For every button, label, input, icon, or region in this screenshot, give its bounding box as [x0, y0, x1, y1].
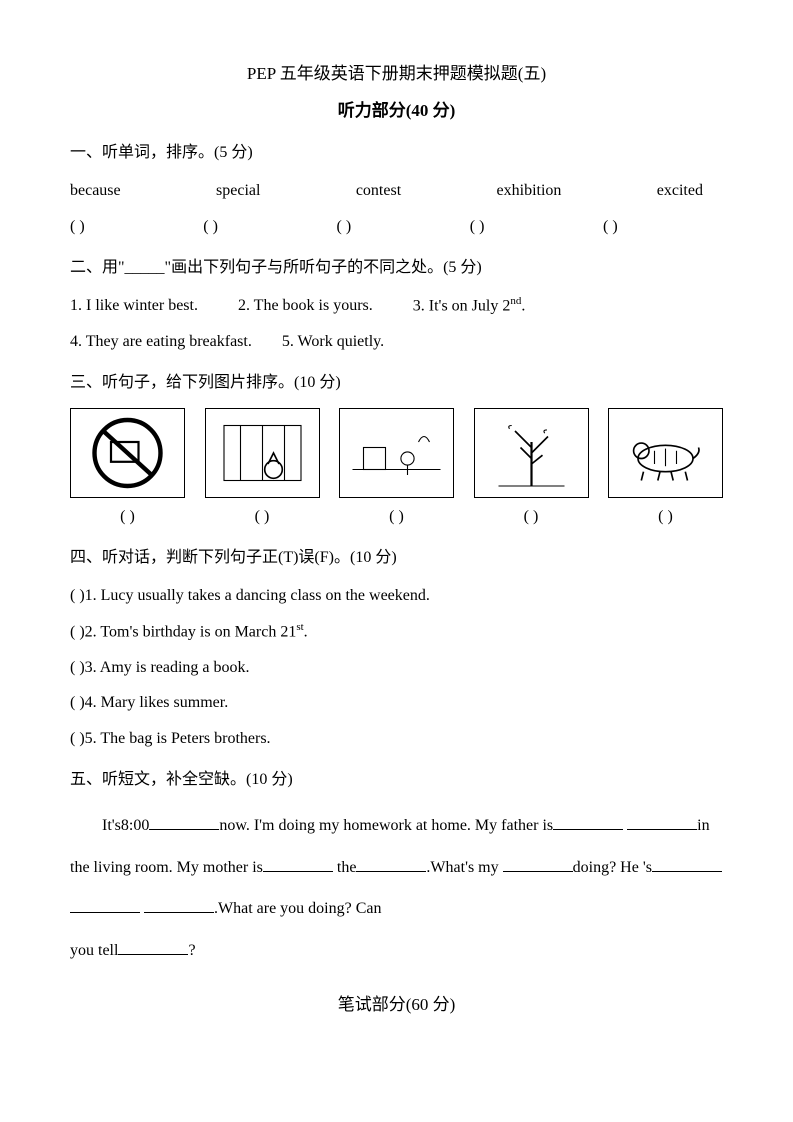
- listening-section-header: 听力部分(40 分): [70, 97, 723, 124]
- paren-blank: ( ): [337, 214, 437, 240]
- section1-header: 一、听单词，排序。(5 分): [70, 140, 723, 166]
- paren-blank: ( ): [70, 504, 185, 530]
- word-item: because: [70, 178, 121, 204]
- tf-item: ( )2. Tom's birthday is on March 21st.: [70, 619, 723, 645]
- picture-tree-icon: [474, 408, 589, 498]
- writing-section-header: 笔试部分(60 分): [70, 991, 723, 1018]
- page-title: PEP 五年级英语下册期末押题模拟题(五): [70, 60, 723, 87]
- tf-item: ( )3. Amy is reading a book.: [70, 655, 723, 681]
- paren-blank: ( ): [470, 214, 570, 240]
- sentence-item: 4. They are eating breakfast.: [70, 329, 252, 355]
- blank-line: [263, 856, 333, 872]
- word-item: exhibition: [497, 178, 562, 204]
- sentence-row: 1. I like winter best. 2. The book is yo…: [70, 293, 723, 319]
- sentence-item: 3. It's on July 2nd.: [413, 293, 526, 319]
- paren-row: ( ) ( ) ( ) ( ) ( ): [70, 214, 723, 240]
- paren-blank: ( ): [603, 214, 703, 240]
- sentence-item: 5. Work quietly.: [282, 329, 384, 355]
- tf-item: ( )5. The bag is Peters brothers.: [70, 726, 723, 752]
- blank-line: [627, 814, 697, 830]
- sentence-item: 2. The book is yours.: [238, 293, 373, 319]
- section4-header: 四、听对话，判断下列句子正(T)误(F)。(10 分): [70, 545, 723, 571]
- word-item: contest: [356, 178, 401, 204]
- picture-tiger-icon: [608, 408, 723, 498]
- section2-header: 二、用"_____"画出下列句子与所听句子的不同之处。(5 分): [70, 255, 723, 281]
- sentence-item: 1. I like winter best.: [70, 293, 198, 319]
- image-row: [70, 408, 723, 498]
- word-row: because special contest exhibition excit…: [70, 178, 723, 204]
- tf-item: ( )1. Lucy usually takes a dancing class…: [70, 583, 723, 609]
- word-item: excited: [657, 178, 703, 204]
- blank-line: [553, 814, 623, 830]
- blank-line: [149, 814, 219, 830]
- blank-line: [652, 856, 722, 872]
- blank-line: [70, 897, 140, 913]
- section5-header: 五、听短文，补全空缺。(10 分): [70, 767, 723, 793]
- picture-outdoor-scene-icon: [339, 408, 454, 498]
- paren-blank: ( ): [203, 214, 303, 240]
- paren-blank: ( ): [474, 504, 589, 530]
- paren-blank: ( ): [608, 504, 723, 530]
- blank-line: [503, 856, 573, 872]
- fill-paragraph: It's8:00now. I'm doing my homework at ho…: [70, 805, 723, 971]
- section3-header: 三、听句子，给下列图片排序。(10 分): [70, 370, 723, 396]
- paren-blank: ( ): [339, 504, 454, 530]
- tf-item: ( )4. Mary likes summer.: [70, 690, 723, 716]
- image-paren-row: ( ) ( ) ( ) ( ) ( ): [70, 504, 723, 530]
- word-item: special: [216, 178, 260, 204]
- picture-prohibition-icon: [70, 408, 185, 498]
- blank-line: [356, 856, 426, 872]
- blank-line: [118, 939, 188, 955]
- picture-shopping-icon: [205, 408, 320, 498]
- paren-blank: ( ): [70, 214, 170, 240]
- blank-line: [144, 897, 214, 913]
- paren-blank: ( ): [205, 504, 320, 530]
- sentence-row: 4. They are eating breakfast. 5. Work qu…: [70, 329, 723, 355]
